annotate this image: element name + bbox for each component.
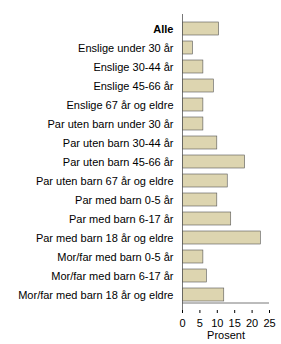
svg-text:Enslige under 30 år: Enslige under 30 år: [78, 42, 174, 54]
svg-text:Enslige 45-66 år: Enslige 45-66 år: [93, 80, 173, 92]
svg-text:Par uten barn 67 år og eldre: Par uten barn 67 år og eldre: [36, 175, 174, 187]
svg-text:Mor/far med barn 0-5 år: Mor/far med barn 0-5 år: [57, 251, 173, 263]
svg-text:Mor/far med barn 18 år og eldr: Mor/far med barn 18 år og eldre: [18, 289, 173, 301]
svg-text:Par med barn 0-5 år: Par med barn 0-5 år: [75, 194, 174, 206]
svg-text:10: 10: [211, 317, 223, 329]
svg-text:Par med barn 6-17 år: Par med barn 6-17 år: [69, 213, 174, 225]
svg-text:Mor/far med barn 6-17 år: Mor/far med barn 6-17 år: [51, 270, 174, 282]
svg-text:Par uten barn under 30 år: Par uten barn under 30 år: [48, 118, 174, 130]
svg-text:Prosent: Prosent: [207, 329, 245, 341]
svg-text:Par uten barn 45-66 år: Par uten barn 45-66 år: [63, 156, 174, 168]
svg-text:Enslige 30-44 år: Enslige 30-44 år: [93, 61, 173, 73]
svg-text:0: 0: [179, 317, 185, 329]
svg-text:Alle: Alle: [153, 23, 173, 35]
svg-text:Par uten barn 30-44 år: Par uten barn 30-44 år: [63, 137, 174, 149]
svg-text:5: 5: [197, 317, 203, 329]
svg-text:15: 15: [229, 317, 241, 329]
svg-text:25: 25: [263, 317, 275, 329]
svg-text:Par med barn 18 år og eldre: Par med barn 18 år og eldre: [36, 232, 174, 244]
svg-text:Enslige 67 år og eldre: Enslige 67 år og eldre: [66, 99, 173, 111]
svg-text:20: 20: [246, 317, 258, 329]
